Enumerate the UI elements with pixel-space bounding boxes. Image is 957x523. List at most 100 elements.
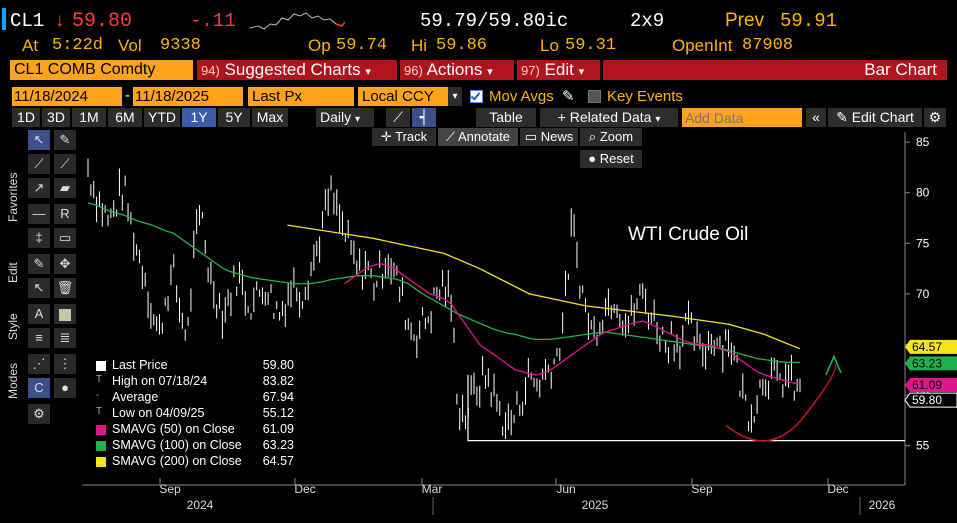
fibonacci-icon[interactable]: ‡	[28, 228, 50, 248]
edit-menu-button[interactable]: 97) Edit ▾	[517, 60, 600, 80]
high-value: 59.86	[436, 36, 488, 55]
pointer-icon[interactable]: ↖	[28, 130, 50, 150]
key-events-label: Key Events	[607, 88, 683, 105]
grid-icon[interactable]: ⋮	[54, 354, 76, 374]
y-tick-label-75: 75	[916, 236, 930, 250]
track-button[interactable]: ✛ Track	[372, 128, 436, 146]
collapse-icon[interactable]: «	[806, 108, 826, 127]
actions-button[interactable]: 96) Actions ▾	[400, 60, 514, 80]
line-weight-icon[interactable]: ≣	[54, 328, 76, 348]
net-change: -.11	[190, 10, 236, 32]
bid-ask: 59.79/59.80ic	[420, 10, 569, 32]
suggested-label: Suggested Charts	[224, 60, 361, 79]
news-icon: ▭	[524, 129, 538, 144]
annotate-icon: ⟋	[445, 129, 456, 144]
range-button-6m[interactable]: 6M	[108, 108, 142, 127]
sma100-line	[87, 202, 800, 364]
actions-num: 96)	[404, 63, 423, 78]
line-chart-icon[interactable]: ⟋	[386, 108, 410, 127]
legend-row[interactable]: SMAVG (100) on Close 63.23	[84, 438, 294, 454]
x-tick-label-dec: Dec	[294, 482, 315, 496]
caret-down-icon: ▾	[578, 66, 585, 78]
range-button-max[interactable]: Max	[252, 108, 288, 127]
dashed-line-icon[interactable]: ⋰	[28, 354, 50, 374]
reset-button[interactable]: ● Reset	[580, 150, 642, 168]
pencil-icon[interactable]: ✎	[54, 130, 76, 150]
settings-gear-icon[interactable]: ⚙	[924, 108, 946, 127]
ticker-symbol[interactable]: CL1	[10, 10, 45, 32]
trash-icon[interactable]: 🗑	[54, 278, 76, 298]
y-tick-label-70: 70	[916, 287, 930, 301]
trend-line-icon[interactable]: ⟋	[28, 154, 50, 174]
retracement-icon[interactable]: R	[54, 204, 76, 224]
legend-row[interactable]: SMAVG (50) on Close 61.09	[84, 422, 294, 438]
caret-down-icon: ▾	[487, 66, 493, 78]
rectangle-icon[interactable]: ▭	[54, 228, 76, 248]
bar-chart-icon[interactable]: ┥	[412, 108, 436, 127]
arrow-line-icon[interactable]: ↗	[28, 178, 50, 198]
color-palette-icon[interactable]: ●	[54, 378, 76, 398]
quote-stats: At 5:22d Vol 9338 Op 59.74 Hi 59.86 Lo 5…	[0, 34, 957, 58]
annotate-label: Annotate	[457, 129, 511, 144]
security-field[interactable]: CL1 COMB Comdty	[10, 60, 193, 80]
legend-value: 67.94	[262, 390, 294, 404]
legend-row[interactable]: T High on 07/18/24 83.82	[84, 374, 294, 390]
legend-label: High on 07/18/24	[112, 374, 208, 388]
crosshair-mode-icon[interactable]: C	[28, 378, 50, 398]
legend-swatch	[96, 425, 106, 435]
horizontal-line-icon[interactable]: —	[28, 204, 50, 224]
currency-select[interactable]: Local CCY	[358, 87, 448, 106]
legend-label: SMAVG (100) on Close	[112, 438, 242, 452]
legend-row[interactable]: T Low on 04/09/25 55.12	[84, 406, 294, 422]
range-button-1y[interactable]: 1Y	[182, 108, 216, 127]
x-tick-label-sep: Sep	[691, 482, 713, 496]
text-tool-icon[interactable]: A	[28, 304, 50, 324]
edit-chart-button[interactable]: ✎ Edit Chart	[828, 108, 922, 127]
legend-label: SMAVG (200) on Close	[112, 454, 242, 468]
range-button-5y[interactable]: 5Y	[218, 108, 250, 127]
tool-settings-icon[interactable]: ⚙	[28, 404, 50, 424]
table-button[interactable]: Table	[476, 108, 536, 127]
field-select[interactable]: Last Px	[248, 87, 354, 106]
support-line	[467, 374, 905, 442]
chart-annotation[interactable]: WTI Crude Oil	[628, 224, 749, 245]
channel-icon[interactable]: ▰	[54, 178, 76, 198]
suggested-charts-button[interactable]: 94) Suggested Charts ▾	[197, 60, 397, 80]
fill-color-icon[interactable]	[54, 304, 76, 324]
zoom-button[interactable]: ⌕ Zoom	[580, 128, 642, 146]
x-tick-label-jun: Jun	[556, 482, 575, 496]
move-icon[interactable]: ✥	[54, 254, 76, 274]
brush-icon[interactable]: ✎	[28, 254, 50, 274]
edit-chart-label: Edit Chart	[851, 109, 914, 125]
legend-row[interactable]: - Average 67.94	[84, 390, 294, 406]
range-button-1m[interactable]: 1M	[72, 108, 106, 127]
related-data-button[interactable]: + Related Data ▾	[540, 108, 678, 127]
legend-value: 61.09	[262, 422, 294, 436]
legend-row[interactable]: SMAVG (200) on Close 64.57	[84, 454, 294, 470]
zoom-label: Zoom	[599, 129, 634, 144]
start-date-input[interactable]: 11/18/2024	[12, 87, 122, 106]
key-events-checkbox[interactable]	[588, 90, 601, 103]
news-button[interactable]: ▭ News	[520, 128, 578, 146]
price-tag-2	[905, 378, 957, 393]
legend-row[interactable]: Last Price 59.80	[84, 358, 294, 374]
range-button-3d[interactable]: 3D	[42, 108, 70, 127]
currency-dropdown-icon[interactable]: ▾	[448, 87, 462, 106]
end-date-text: 11/18/2025	[135, 88, 209, 105]
pencil-icon[interactable]: ✎	[562, 88, 575, 105]
range-button-ytd[interactable]: YTD	[144, 108, 180, 127]
bid-ask-size: 2x9	[630, 10, 665, 32]
add-data-input[interactable]	[682, 108, 802, 127]
select-plus-icon[interactable]: ↖	[28, 278, 50, 298]
quote-header: CL1 ↓ 59.80 -.11 59.79/59.80ic 2x9 Prev …	[0, 4, 957, 34]
legend-value: 59.80	[262, 358, 294, 372]
mov-avgs-checkbox[interactable]	[470, 90, 483, 103]
end-date-input[interactable]: 11/18/2025	[133, 87, 243, 106]
range-button-1d[interactable]: 1D	[12, 108, 40, 127]
sma200-line	[287, 224, 801, 350]
line-style-icon[interactable]: ≡	[28, 328, 50, 348]
periodicity-select[interactable]: Daily ▾	[316, 108, 374, 127]
ray-line-icon[interactable]: ⟋	[54, 154, 76, 174]
annotate-button[interactable]: ⟋ Annotate	[438, 128, 518, 146]
